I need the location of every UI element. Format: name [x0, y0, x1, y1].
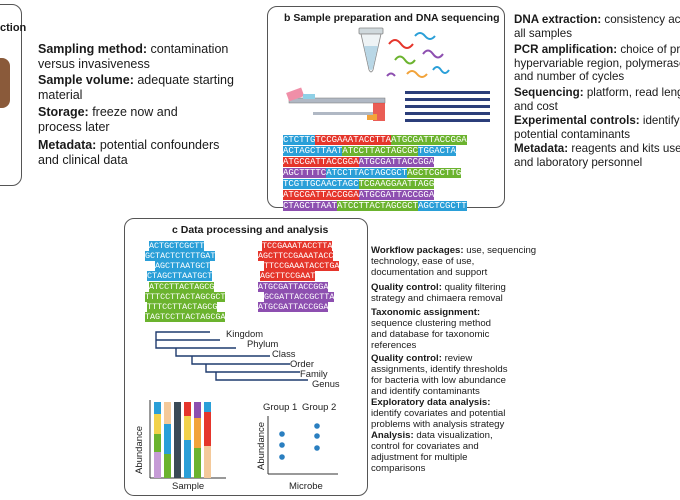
taxonomy-family: Family — [300, 368, 328, 379]
taxonomy-genus: Genus — [312, 378, 340, 389]
panel-a — [0, 4, 22, 186]
reads-red: TCCGAAATACCTTA AGCTTCCGAAATACC TTCCGAAAT… — [258, 241, 340, 281]
dna-fragments-icon — [386, 32, 450, 78]
sequence-row: ATGCGATTACCGGAATGCGATTACCGGA — [283, 190, 435, 200]
stacked-bar-chart — [149, 400, 226, 479]
reads-green: ATCCTTACTAGCG TTTCCTTACTAGCGCT TTTCCTTAC… — [145, 282, 226, 322]
side-b-item-metadata: Metadata: reagents and kits used and lab… — [514, 142, 680, 169]
sequence-row: ATGCGATTACCGGAATGCGATTACCGGA — [283, 157, 435, 167]
taxonomy-kingdom: Kingdom — [226, 328, 264, 339]
side-c-analysis: Analysis: data visualization, control fo… — [371, 430, 493, 474]
taxonomy-class: Class — [272, 348, 296, 359]
reads-purple: ATGCGATTACCGGA GCGATTACCGCTTA ATGCGATTAC… — [258, 282, 335, 312]
bar-xlabel: Sample — [172, 481, 205, 492]
sequencing-reads-graphic — [405, 91, 490, 126]
taxonomy-order: Order — [290, 358, 314, 369]
sequence-row: ACTAGCTTAATATCCTTACTAGCGCTGGACTA — [283, 146, 456, 156]
side-c-workflow: Workflow packages: use, sequencing techn… — [371, 245, 537, 278]
panel-b-title: b Sample preparation and DNA sequencing — [284, 12, 500, 24]
panel-a-item-volume: Sample volume: adequate starting materia… — [38, 73, 234, 102]
side-b-item-controls: Experimental controls: identify potentia… — [514, 114, 680, 141]
panel-a-item-storage: Storage: freeze now and process later — [38, 105, 178, 134]
sequence-row: TCGTTGCAACTAGCTCGAAGGAATTAGG — [283, 179, 435, 189]
taxonomy-phylum: Phylum — [247, 338, 279, 349]
taxonomy-tree — [155, 331, 308, 381]
panel-c-title: c Data processing and analysis — [172, 224, 329, 236]
sequence-row: AGCTTTTCATCCTTACTAGCGCTAGCTCGCTTG — [283, 168, 462, 178]
side-c-taxonomic-assignment: Taxonomic assignment: sequence clusterin… — [371, 307, 491, 351]
pcr-primer-icon — [286, 87, 386, 121]
side-b-item-sequencing: Sequencing: platform, read length and co… — [514, 86, 680, 113]
side-b-item-dna-extraction: DNA extraction: consistency acro all sam… — [514, 13, 680, 40]
reads-blue: ACTGCTCGCTT GCTACTCTCTTGAT AGCTTAATGCT C… — [145, 241, 216, 281]
panel-a-title-fragment: ction — [0, 22, 27, 34]
side-b-item-pcr: PCR amplification: choice of prime hyper… — [514, 43, 680, 83]
sequence-row: CTCTTGTCCGAAATACCTTAATGCGATTACCGGA — [283, 135, 467, 145]
swab-icon — [0, 58, 10, 108]
dot-plot — [267, 416, 338, 475]
dot-group1-label: Group 1 — [263, 402, 298, 413]
dot-group2-label: Group 2 — [302, 402, 337, 413]
side-c-quality-control-1: Quality control: quality filtering strat… — [371, 282, 506, 304]
sequence-row: CTAGCTTAATATCCTTACTAGCGCTAGCTCGCTT — [283, 201, 467, 211]
panel-a-item-metadata: Metadata: potential confounders and clin… — [38, 138, 220, 167]
dot-xlabel: Microbe — [289, 481, 323, 492]
side-c-exploratory: Exploratory data analysis: identify cova… — [371, 397, 506, 430]
side-c-quality-control-2: Quality control: review assignments, ide… — [371, 353, 508, 397]
bar-ylabel: Abundance — [134, 425, 145, 474]
panel-a-item-sampling: Sampling method: contamination versus in… — [38, 42, 229, 71]
test-tube-icon — [358, 27, 384, 73]
